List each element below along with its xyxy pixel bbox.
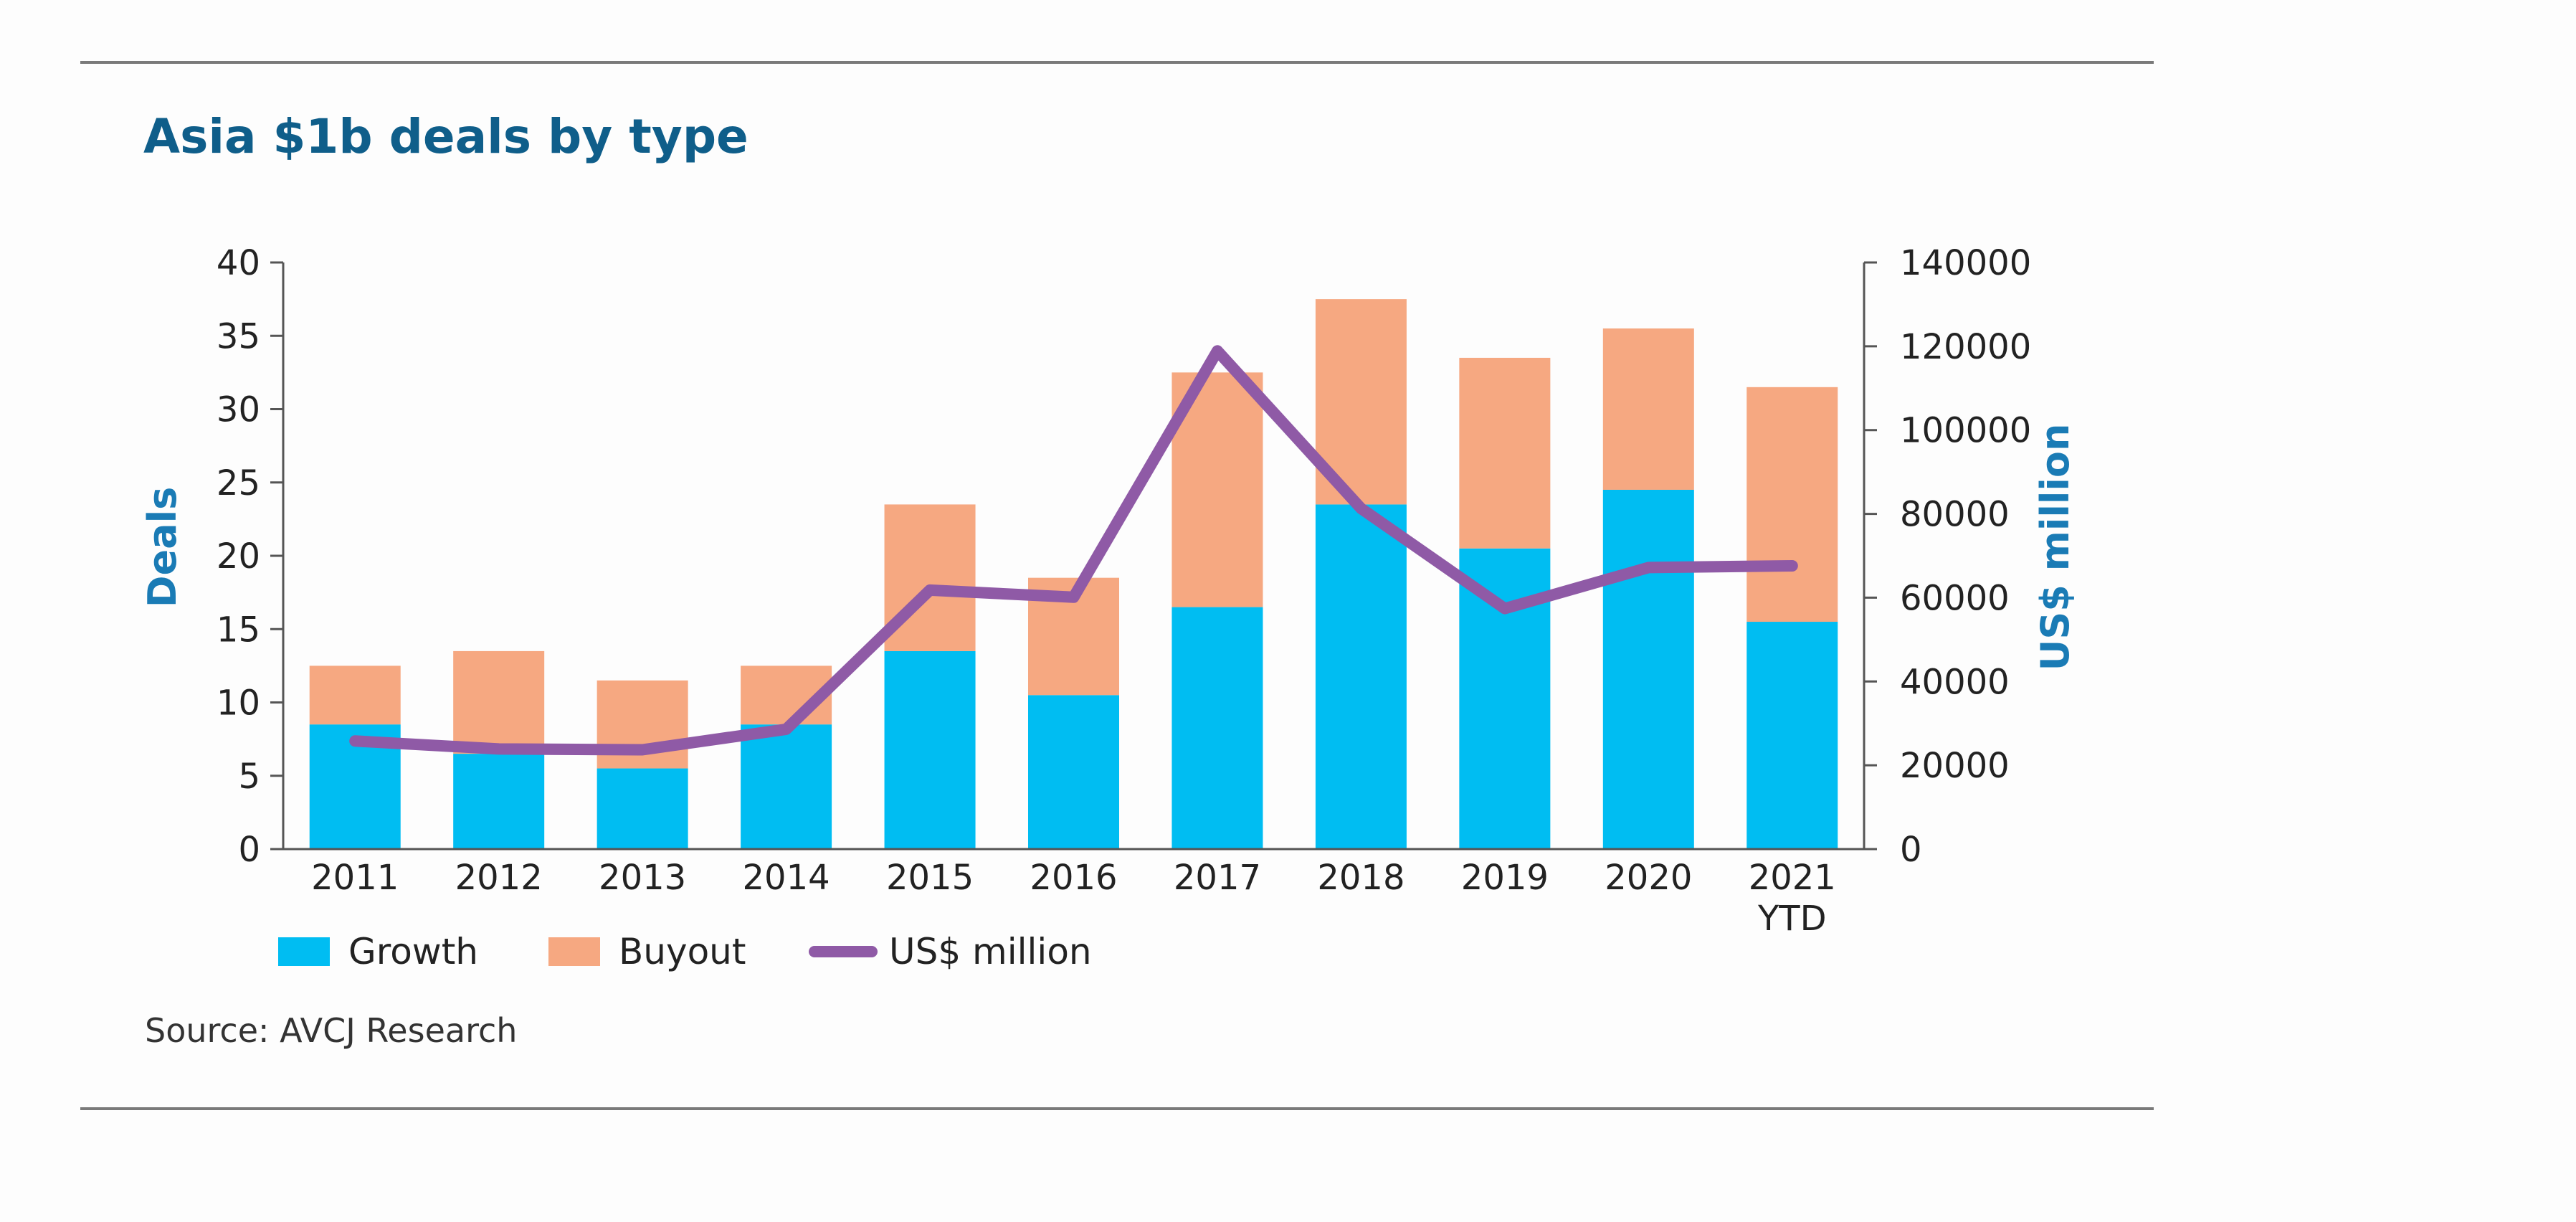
line-point-2013 — [641, 748, 645, 752]
right-tick-label: 120000 — [1900, 327, 2031, 367]
x-tick-label: 2019 — [1461, 858, 1549, 898]
x-tick-label: 2021 — [1749, 858, 1836, 898]
left-tick-label: 10 — [217, 683, 260, 724]
legend-buyout-swatch — [548, 937, 600, 966]
left-tick-label: 30 — [217, 390, 260, 430]
line-point-2012 — [497, 747, 500, 751]
x-tick-label: 2020 — [1605, 858, 1692, 898]
bar-growth-2012 — [453, 754, 545, 849]
bar-buyout-2012 — [453, 650, 545, 754]
line-point-2019 — [1503, 607, 1506, 610]
bar-growth-2015 — [884, 650, 976, 849]
x-tick-label: 2015 — [886, 858, 974, 898]
line-point-2011 — [353, 739, 357, 743]
x-tick-label: 2013 — [599, 858, 686, 898]
line-point-2017 — [1215, 349, 1219, 353]
left-tick-label: 35 — [217, 316, 260, 356]
bar-growth-2014 — [741, 724, 832, 849]
bar-growth-2013 — [597, 768, 688, 849]
line-point-2020 — [1647, 566, 1650, 569]
right-tick-label: 40000 — [1900, 662, 2010, 702]
left-axis-title: Deals — [140, 487, 185, 608]
left-tick-label: 25 — [217, 463, 260, 503]
bar-growth-2018 — [1315, 504, 1407, 849]
bar-growth-2017 — [1171, 607, 1263, 849]
right-tick-label: 60000 — [1900, 578, 2010, 618]
right-tick-label: 140000 — [1900, 243, 2031, 283]
bar-buyout-2020 — [1602, 328, 1694, 490]
right-tick-label: 20000 — [1900, 746, 2010, 786]
bar-buyout-2011 — [309, 666, 401, 725]
x-tick-label: 2012 — [455, 858, 543, 898]
bar-buyout-2015 — [884, 504, 976, 651]
left-tick-label: 0 — [238, 830, 260, 870]
bar-growth-2016 — [1028, 695, 1119, 849]
line-point-2021 — [1790, 564, 1794, 568]
x-tick-label: 2011 — [311, 858, 399, 898]
line-point-2018 — [1359, 506, 1363, 510]
left-tick-label: 20 — [217, 536, 260, 577]
right-tick-label: 0 — [1900, 830, 1922, 870]
left-tick-label: 40 — [217, 243, 260, 283]
bar-buyout-2021 — [1746, 387, 1838, 622]
legend-growth-swatch — [278, 937, 330, 966]
bar-growth-2021 — [1746, 622, 1838, 849]
chart-title: Asia $1b deals by type — [143, 109, 748, 164]
left-tick-label: 5 — [238, 757, 260, 797]
x-tick-label: 2018 — [1317, 858, 1405, 898]
x-tick-label: 2014 — [743, 858, 830, 898]
x-tick-label: 2017 — [1174, 858, 1261, 898]
left-tick-label: 15 — [217, 610, 260, 650]
right-axis-title: US$ million — [2033, 424, 2078, 671]
x-tick-label: YTD — [1757, 899, 1827, 939]
legend-growth-label: Growth — [348, 931, 478, 972]
plot-area: 0 5 10 15 20 25 30 35 40 0 20000 40000 60000 80000 100… — [140, 243, 2078, 972]
line-point-2016 — [1072, 595, 1075, 599]
right-tick-label: 80000 — [1900, 495, 2010, 535]
x-tick-label: 2016 — [1030, 858, 1117, 898]
line-point-2015 — [928, 588, 932, 592]
line-point-2014 — [784, 727, 788, 731]
legend-buyout-label: Buyout — [619, 931, 746, 972]
bar-buyout-2019 — [1459, 357, 1551, 549]
bar-growth-2020 — [1602, 489, 1694, 849]
legend-us-million-label: US$ million — [889, 931, 1092, 972]
right-tick-label: 100000 — [1900, 411, 2031, 451]
source-note: Source: AVCJ Research — [145, 1011, 517, 1050]
